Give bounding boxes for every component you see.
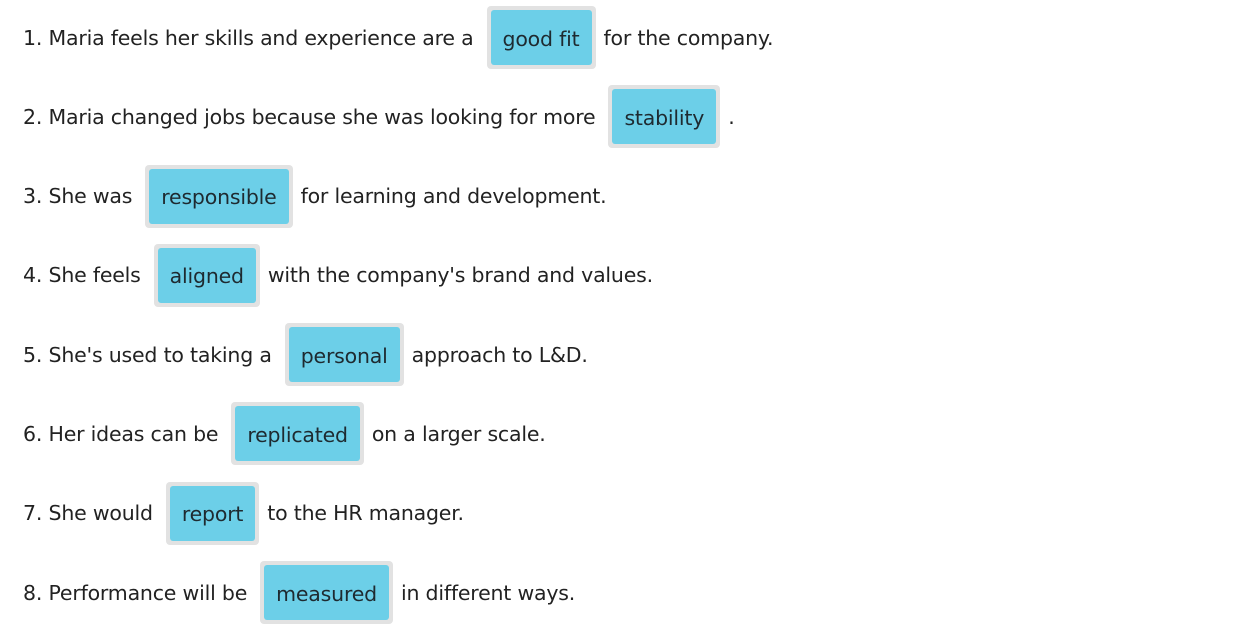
- answer-chip[interactable]: good fit: [490, 10, 592, 65]
- answer-drop-zone[interactable]: replicated: [231, 402, 364, 466]
- sentence-text-after: in different ways.: [400, 580, 576, 605]
- answer-chip[interactable]: report: [169, 485, 256, 541]
- sentence-text-after: .: [728, 104, 735, 129]
- answer-chip[interactable]: personal: [288, 327, 400, 383]
- sentence-5: 5. She's used to taking a personal appro…: [23, 323, 1223, 387]
- sentence-3: 3. She was responsible for learning and …: [23, 164, 1223, 228]
- sentence-4: 4. She feels aligned with the company's …: [23, 243, 1223, 307]
- sentence-6: 6. Her ideas can be replicated on a larg…: [23, 402, 1223, 466]
- sentence-number: 1.: [23, 25, 43, 50]
- sentence-1: 1. Maria feels her skills and experience…: [23, 6, 1223, 69]
- answer-chip[interactable]: aligned: [157, 247, 256, 303]
- answer-chip[interactable]: replicated: [235, 406, 360, 462]
- answer-chip[interactable]: responsible: [149, 168, 289, 224]
- sentence-8: 8. Performance will be measured in diffe…: [23, 561, 1223, 625]
- answer-drop-zone[interactable]: responsible: [145, 164, 293, 228]
- sentence-text-before: Maria feels her skills and experience ar…: [48, 25, 474, 50]
- sentence-text-before: Performance will be: [48, 580, 248, 605]
- sentence-number: 4.: [23, 263, 43, 288]
- sentence-2: 2. Maria changed jobs because she was lo…: [23, 85, 1223, 149]
- answer-drop-zone[interactable]: stability: [608, 85, 721, 149]
- sentence-text-after: on a larger scale.: [371, 421, 546, 446]
- sentence-number: 2.: [23, 104, 43, 129]
- sentence-text-after: to the HR manager.: [267, 501, 464, 526]
- sentence-text-after: for the company.: [603, 25, 774, 50]
- sentence-text-before: She would: [48, 501, 154, 526]
- answer-drop-zone[interactable]: aligned: [153, 243, 260, 307]
- sentence-number: 3.: [23, 184, 43, 209]
- answer-chip[interactable]: measured: [264, 565, 389, 621]
- gap-fill-exercise: 1. Maria feels her skills and experience…: [23, 6, 1223, 640]
- sentence-text-before: She was: [48, 184, 133, 209]
- sentence-text-before: Her ideas can be: [48, 421, 219, 446]
- sentence-number: 8.: [23, 580, 43, 605]
- answer-drop-zone[interactable]: report: [165, 481, 260, 545]
- sentence-number: 6.: [23, 421, 43, 446]
- answer-drop-zone[interactable]: good fit: [486, 6, 596, 69]
- sentence-number: 7.: [23, 501, 43, 526]
- answer-drop-zone[interactable]: personal: [284, 323, 404, 387]
- sentence-text-before: Maria changed jobs because she was looki…: [48, 104, 596, 129]
- sentence-text-after: approach to L&D.: [411, 342, 588, 367]
- sentence-text-after: for learning and development.: [300, 184, 607, 209]
- sentence-text-before: She's used to taking a: [48, 342, 272, 367]
- sentence-number: 5.: [23, 342, 43, 367]
- sentence-text-after: with the company's brand and values.: [267, 263, 653, 288]
- sentence-7: 7. She would report to the HR manager.: [23, 481, 1223, 545]
- answer-drop-zone[interactable]: measured: [260, 561, 393, 625]
- sentence-text-before: She feels: [48, 263, 141, 288]
- answer-chip[interactable]: stability: [612, 89, 717, 145]
